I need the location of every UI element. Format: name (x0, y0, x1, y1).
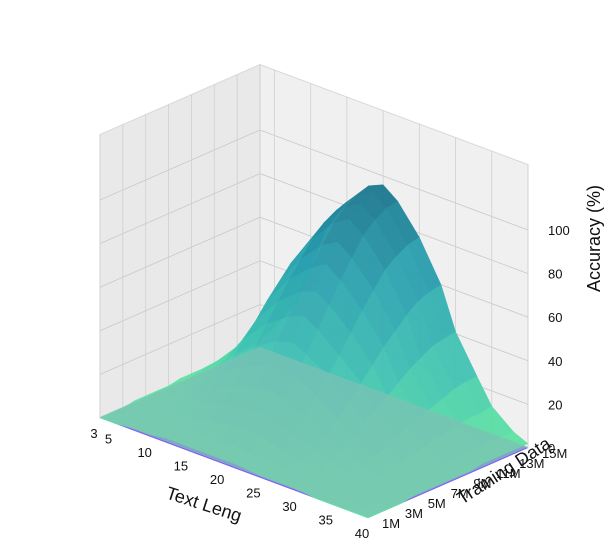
y-tick-label: 9M (473, 476, 491, 491)
z-tick-label: 100 (548, 223, 570, 238)
floor-plane (100, 346, 528, 517)
z-tick-label: 40 (548, 354, 562, 369)
x-axis-title: Text Leng (164, 483, 244, 526)
y-tick-label: 13M (519, 456, 544, 471)
y-tick-label: 5M (428, 496, 446, 511)
y-tick-label: 15M (542, 446, 567, 461)
z-tick-label: 20 (548, 397, 562, 412)
x-tick-label: 15 (174, 458, 188, 473)
z-tick-label: 0 (548, 441, 555, 456)
x-tick-label: 35 (319, 512, 333, 527)
x-tick-label: 40 (355, 526, 369, 541)
floor-surface (100, 346, 528, 517)
y-tick-label: 1M (382, 516, 400, 531)
x-tick-label: 3 (90, 426, 97, 441)
x-tick-label: 25 (246, 485, 260, 500)
z-tick-label: 80 (548, 267, 562, 282)
x-tick-label: 20 (210, 472, 224, 487)
z-axis-title: Accuracy (%) (584, 185, 604, 292)
x-tick-label: 30 (282, 499, 296, 514)
x-tick-label: 10 (137, 445, 151, 460)
z-tick-label: 60 (548, 310, 562, 325)
y-tick-label: 3M (405, 506, 423, 521)
x-tick-label: 5 (105, 431, 112, 446)
y-tick-label: 7M (451, 486, 469, 501)
y-tick-label: 11M (496, 466, 520, 481)
